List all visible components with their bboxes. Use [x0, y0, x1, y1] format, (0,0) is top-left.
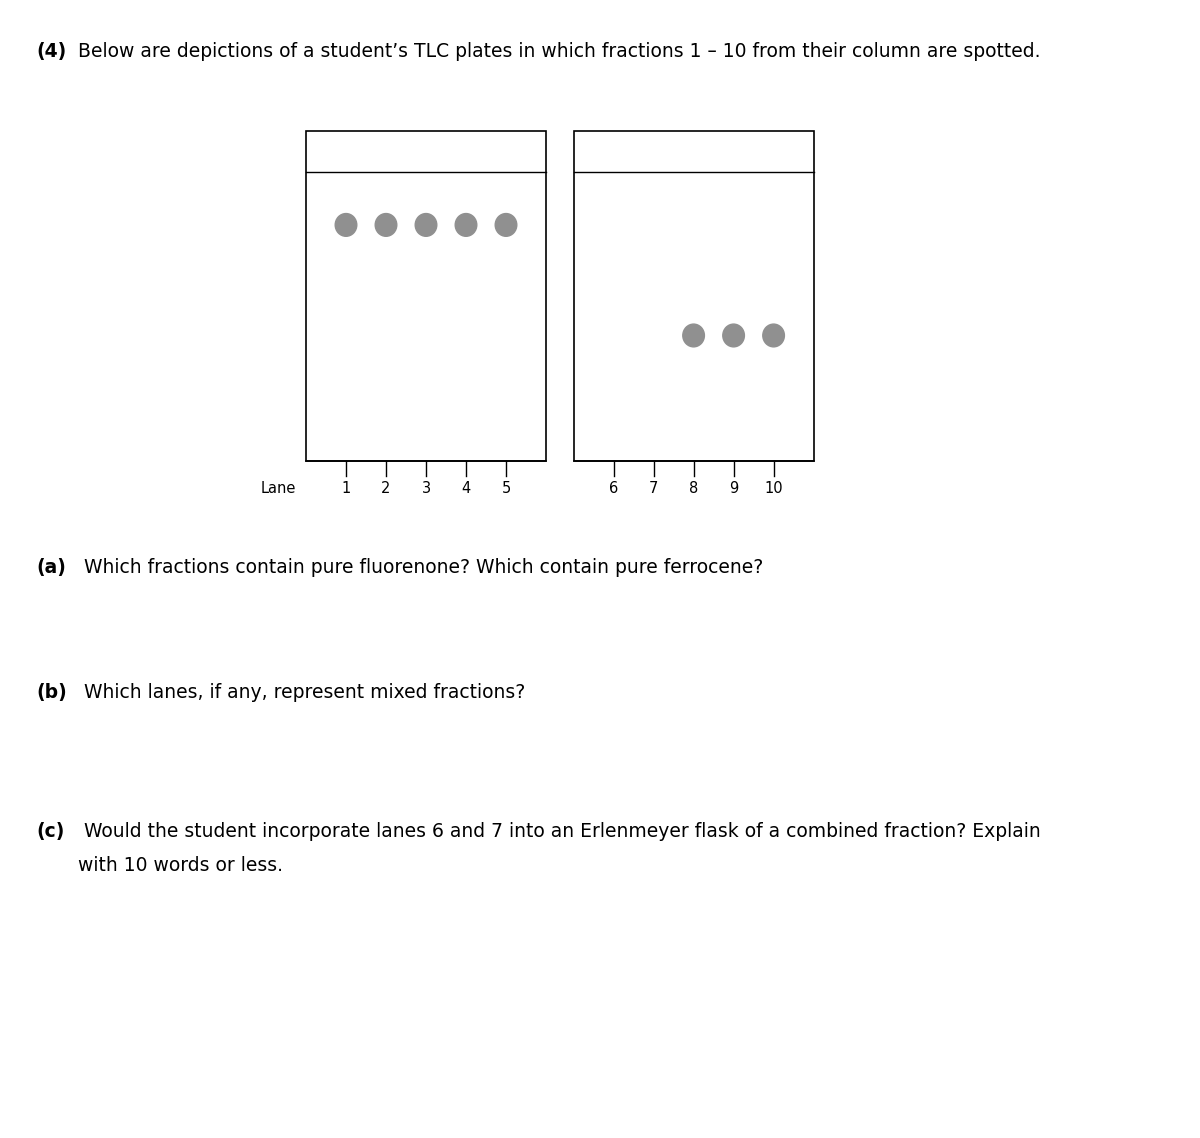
Ellipse shape [763, 324, 785, 347]
Text: (a): (a) [36, 558, 66, 577]
Text: 1: 1 [341, 481, 350, 496]
Ellipse shape [455, 214, 476, 237]
Ellipse shape [335, 214, 356, 237]
Text: 7: 7 [649, 481, 659, 496]
Text: 9: 9 [728, 481, 738, 496]
Text: Which fractions contain pure fluorenone? Which contain pure ferrocene?: Which fractions contain pure fluorenone?… [72, 558, 763, 577]
Text: 4: 4 [461, 481, 470, 496]
Text: 3: 3 [421, 481, 431, 496]
Text: 10: 10 [764, 481, 782, 496]
Text: with 10 words or less.: with 10 words or less. [36, 856, 283, 875]
Bar [306, 131, 546, 461]
Ellipse shape [415, 214, 437, 237]
Text: 8: 8 [689, 481, 698, 496]
Text: (c): (c) [36, 822, 65, 841]
Text: Would the student incorporate lanes 6 and 7 into an Erlenmeyer flask of a combin: Would the student incorporate lanes 6 an… [72, 822, 1040, 841]
Ellipse shape [683, 324, 704, 347]
Ellipse shape [722, 324, 744, 347]
Text: (4): (4) [36, 42, 66, 61]
Text: 2: 2 [382, 481, 391, 496]
Text: 6: 6 [608, 481, 618, 496]
Ellipse shape [376, 214, 397, 237]
Ellipse shape [496, 214, 517, 237]
Text: (b): (b) [36, 683, 67, 702]
Text: 5: 5 [502, 481, 511, 496]
Bar [574, 131, 814, 461]
Text: Below are depictions of a student’s TLC plates in which fractions 1 – 10 from th: Below are depictions of a student’s TLC … [72, 42, 1040, 61]
Text: Lane: Lane [262, 481, 296, 496]
Text: Which lanes, if any, represent mixed fractions?: Which lanes, if any, represent mixed fra… [72, 683, 526, 702]
